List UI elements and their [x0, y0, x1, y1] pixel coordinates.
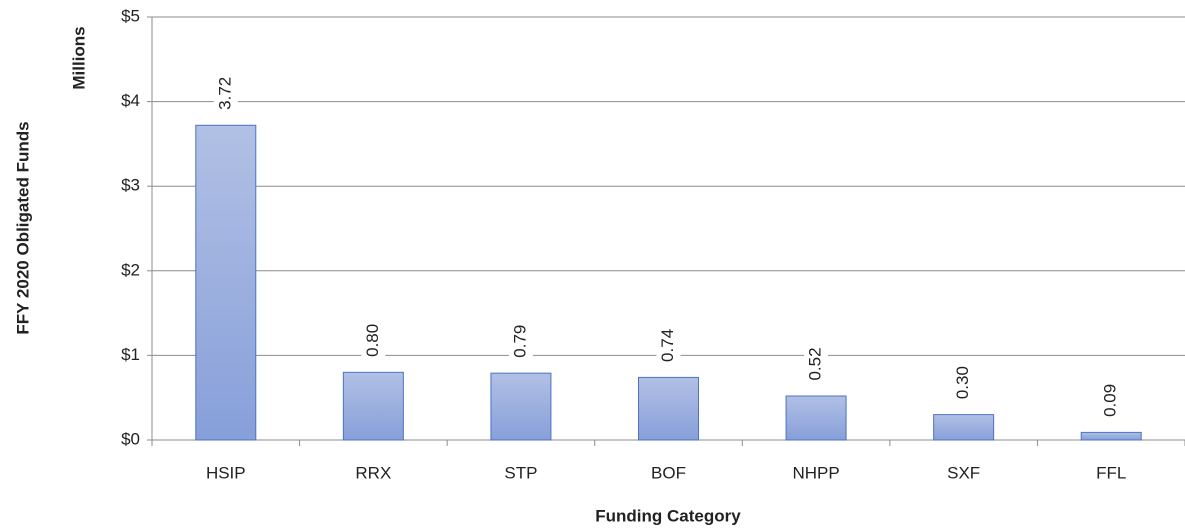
bar	[933, 414, 995, 441]
value-label: 0.80	[363, 324, 382, 357]
value-label: 0.09	[1101, 384, 1120, 417]
value-label: 0.52	[806, 347, 825, 380]
value-label-bg	[213, 69, 238, 118]
bar	[1080, 431, 1142, 441]
x-tick-label: SXF	[947, 463, 980, 482]
bar	[195, 124, 257, 441]
y-unit-label: Millions	[69, 26, 88, 89]
value-label-bg	[804, 340, 829, 389]
value-label: 0.30	[953, 366, 972, 399]
value-label-bg	[1099, 376, 1124, 425]
x-tick-label: RRX	[355, 463, 391, 482]
bar	[638, 376, 699, 441]
y-tick-label: $3	[121, 176, 140, 195]
bar	[342, 371, 404, 441]
value-label: 3.72	[215, 77, 234, 110]
y-tick-label: $2	[121, 260, 140, 279]
value-label-bg	[656, 321, 681, 370]
value-label-bg	[508, 317, 533, 366]
bar	[490, 372, 552, 441]
bar	[785, 395, 847, 441]
y-tick-label: $4	[121, 91, 140, 110]
y-tick-label: $1	[121, 345, 140, 364]
x-tick-label: FFL	[1096, 463, 1126, 482]
value-label-bg	[951, 358, 976, 407]
y-tick-label: $0	[121, 429, 140, 448]
x-tick-label: NHPP	[792, 463, 839, 482]
x-tick-label: BOF	[651, 463, 686, 482]
value-label: 0.74	[658, 329, 677, 362]
value-label: 0.79	[510, 325, 529, 358]
y-tick-label: $5	[121, 6, 140, 25]
value-label-bg	[361, 316, 386, 365]
x-tick-label: STP	[504, 463, 537, 482]
x-axis-label: Funding Category	[595, 506, 741, 525]
y-axis-label: FFY 2020 Obligated Funds	[13, 121, 32, 334]
x-tick-label: HSIP	[206, 463, 246, 482]
